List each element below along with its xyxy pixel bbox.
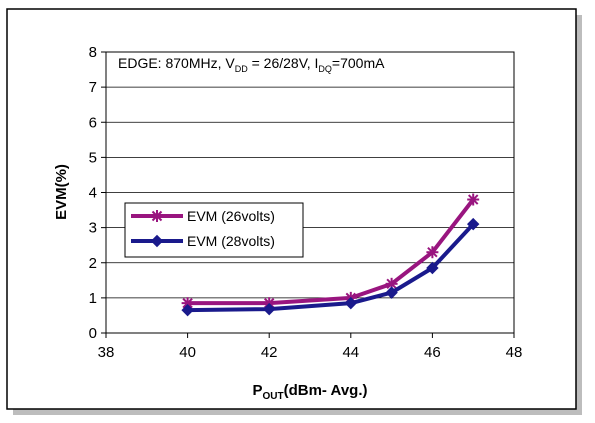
y-tick-label: 5 xyxy=(89,149,97,166)
x-tick-label: 40 xyxy=(179,344,196,361)
legend-marker-1 xyxy=(150,234,164,248)
series-1-point-5 xyxy=(466,217,480,231)
x-tick-label: 42 xyxy=(261,344,278,361)
legend-label-1: EVM (28volts) xyxy=(187,233,275,249)
series-1-point-1 xyxy=(262,302,276,316)
x-tick-labels: 38 40 42 44 46 48 xyxy=(98,333,523,361)
series-line-1 xyxy=(187,222,475,313)
y-axis-label: EVM(%) xyxy=(53,164,70,220)
y-tick-label: 4 xyxy=(89,185,97,202)
series-group xyxy=(181,193,480,317)
series-1-point-2 xyxy=(344,296,358,310)
grid-lines xyxy=(106,86,514,299)
x-tick-label: 48 xyxy=(506,344,523,361)
series-0-point-5 xyxy=(467,193,480,206)
legend-box xyxy=(124,202,304,258)
y-tick-label: 0 xyxy=(89,325,97,342)
legend-marker-0 xyxy=(151,210,163,222)
x-tick-label: 46 xyxy=(424,344,441,361)
x-tick-label: 38 xyxy=(98,344,115,361)
x-axis-label: POUT(dBm- Avg.) xyxy=(252,382,367,402)
y-tick-label: 6 xyxy=(89,114,97,131)
legend: EVM (26volts) EVM (28volts) xyxy=(124,202,304,258)
series-0-point-4 xyxy=(426,246,439,259)
y-tick-label: 7 xyxy=(89,79,97,96)
y-tick-labels: 0 1 2 3 4 5 6 7 8 xyxy=(89,44,106,342)
y-tick-label: 2 xyxy=(89,255,97,272)
y-tick-label: 3 xyxy=(89,220,97,237)
series-1-point-4 xyxy=(426,261,439,275)
y-tick-label: 1 xyxy=(89,290,97,307)
series-1-point-3 xyxy=(385,286,398,299)
series-line-0 xyxy=(187,198,475,306)
chart-annotation: EDGE: 870MHz, VDD = 26/28V, IDQ=700mA xyxy=(118,55,385,74)
legend-label-0: EVM (26volts) xyxy=(187,208,275,224)
y-tick-label: 8 xyxy=(89,44,97,61)
series-1-point-0 xyxy=(181,303,194,317)
x-tick-label: 44 xyxy=(342,344,359,361)
